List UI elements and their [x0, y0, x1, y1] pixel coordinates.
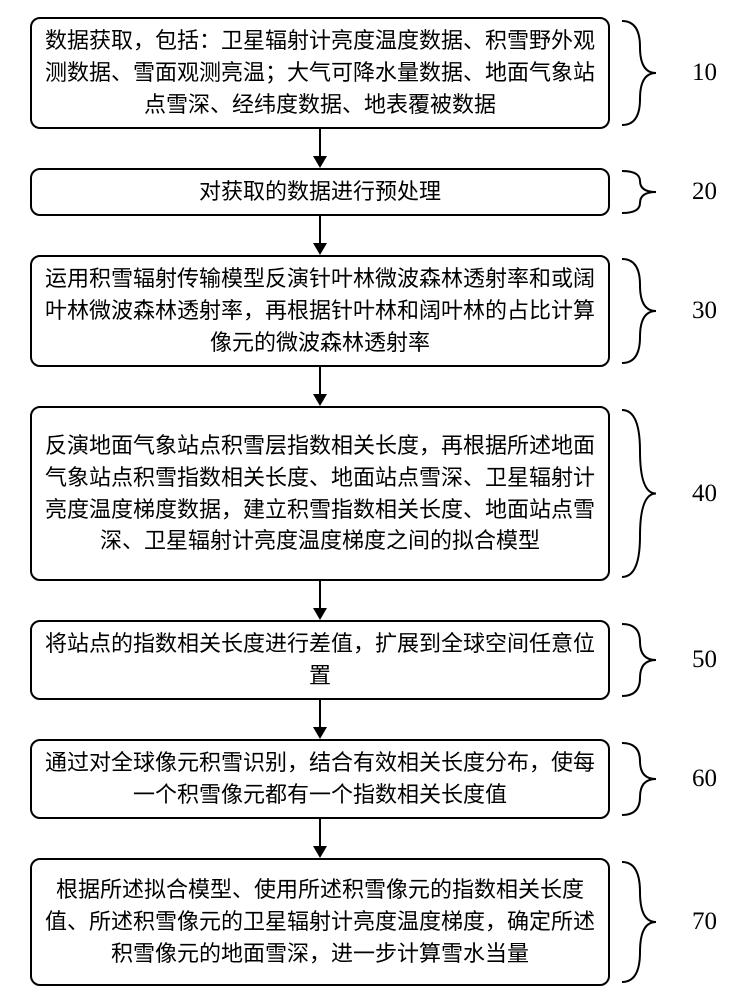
- flow-step-20: 对获取的数据进行预处理: [30, 168, 610, 216]
- flow-step-60: 通过对全球像元积雪识别，结合有效相关长度分布，使每一个积雪像元都有一个指数相关长…: [30, 739, 610, 819]
- label-40: 40: [692, 480, 717, 508]
- arrow-30-40: [313, 367, 327, 406]
- label-50: 50: [692, 646, 717, 674]
- brace-50: [622, 620, 662, 700]
- brace-70: [622, 858, 662, 986]
- arrow-10-20: [313, 129, 327, 168]
- flow-step-30-text: 运用积雪辐射传输模型反演针叶林微波森林透射率和或阔叶林微波森林透射率，再根据针叶…: [44, 263, 596, 359]
- flow-step-70: 根据所述拟合模型、使用所述积雪像元的指数相关长度值、所述积雪像元的卫星辐射计亮度…: [30, 858, 610, 986]
- flow-step-30: 运用积雪辐射传输模型反演针叶林微波森林透射率和或阔叶林微波森林透射率，再根据针叶…: [30, 255, 610, 367]
- label-20: 20: [692, 178, 717, 206]
- brace-60: [622, 739, 662, 819]
- flow-step-40-text: 反演地面气象站点积雪层指数相关长度，再根据所述地面气象站点积雪指数相关长度、地面…: [44, 430, 596, 558]
- label-70: 70: [692, 908, 717, 936]
- flow-step-20-text: 对获取的数据进行预处理: [199, 176, 441, 208]
- label-10: 10: [692, 59, 717, 87]
- label-30: 30: [692, 297, 717, 325]
- flow-step-50-text: 将站点的指数相关长度进行差值，扩展到全球空间任意位置: [44, 628, 596, 692]
- arrow-50-60: [313, 700, 327, 739]
- arrow-40-50: [313, 581, 327, 620]
- brace-40: [622, 406, 662, 581]
- flow-step-10-text: 数据获取，包括：卫星辐射计亮度温度数据、积雪野外观测数据、雪面观测亮温；大气可降…: [44, 25, 596, 121]
- brace-10: [622, 17, 662, 129]
- arrow-20-30: [313, 216, 327, 255]
- flow-step-70-text: 根据所述拟合模型、使用所述积雪像元的指数相关长度值、所述积雪像元的卫星辐射计亮度…: [44, 874, 596, 970]
- brace-30: [622, 255, 662, 367]
- flow-step-50: 将站点的指数相关长度进行差值，扩展到全球空间任意位置: [30, 620, 610, 700]
- arrow-60-70: [313, 819, 327, 858]
- flow-step-40: 反演地面气象站点积雪层指数相关长度，再根据所述地面气象站点积雪指数相关长度、地面…: [30, 406, 610, 581]
- brace-20: [622, 168, 662, 216]
- flow-step-10: 数据获取，包括：卫星辐射计亮度温度数据、积雪野外观测数据、雪面观测亮温；大气可降…: [30, 17, 610, 129]
- flow-step-60-text: 通过对全球像元积雪识别，结合有效相关长度分布，使每一个积雪像元都有一个指数相关长…: [44, 747, 596, 811]
- label-60: 60: [692, 765, 717, 793]
